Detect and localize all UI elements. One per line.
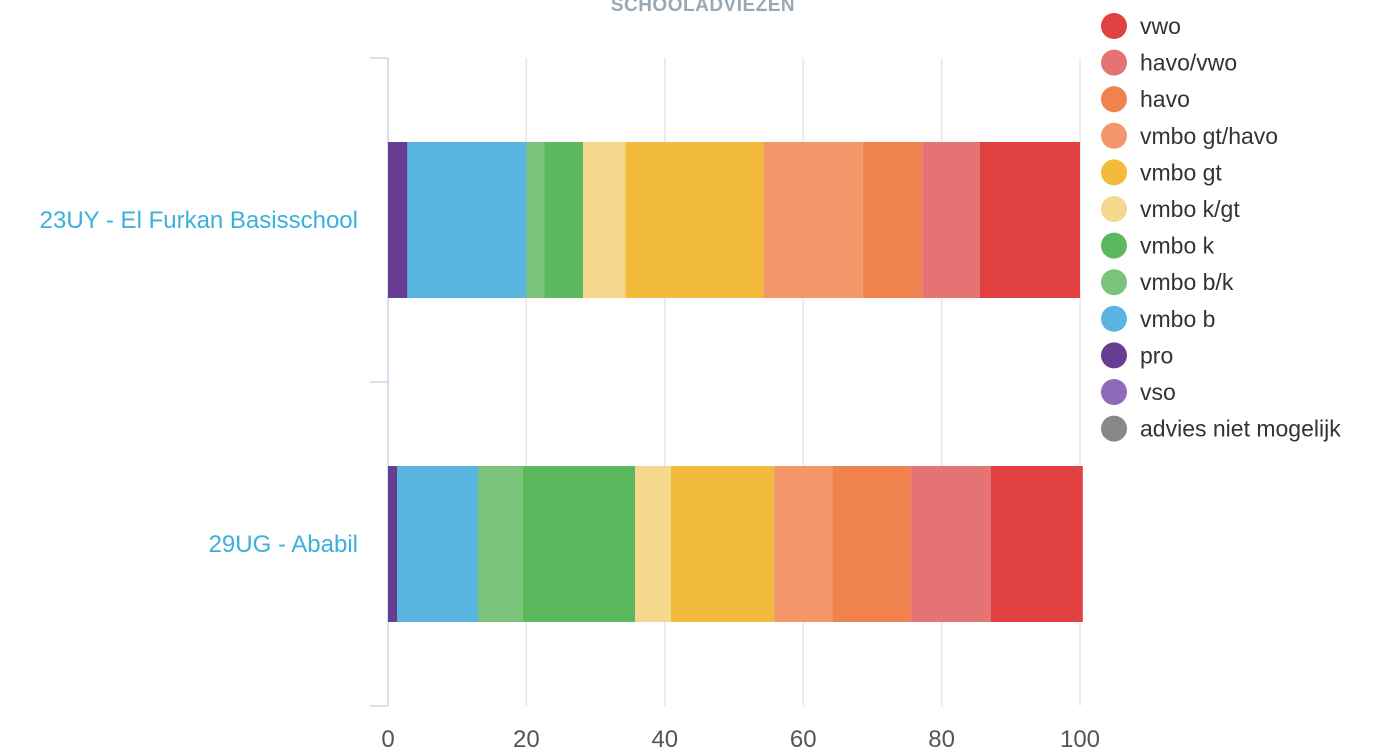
legend-label: vmbo b/k — [1140, 269, 1234, 295]
bar-segment — [671, 466, 775, 622]
bar-segment — [922, 142, 980, 298]
bar-segment — [407, 142, 527, 298]
legend-marker — [1101, 86, 1127, 113]
x-tick-label: 0 — [381, 726, 394, 752]
legend-marker — [1101, 415, 1127, 442]
bar-segment — [583, 142, 626, 298]
bar-segment — [979, 142, 1080, 298]
legend: vwo havo/vwo havo vmbo gt/havo vmbo gt vmbo k… — [1101, 13, 1341, 442]
x-tick-label: 40 — [651, 726, 678, 752]
legend-label: havo — [1140, 86, 1190, 112]
x-tick-labels: 0 20 40 60 80 100 — [381, 726, 1100, 752]
bar-segment — [763, 142, 863, 298]
legend-label: advies niet mogelijk — [1140, 416, 1341, 442]
bar-segment — [832, 466, 912, 622]
bar-segment — [911, 466, 991, 622]
bar-segment — [862, 142, 923, 298]
bar-segment — [544, 142, 584, 298]
bar-segment — [625, 142, 764, 298]
legend-marker — [1101, 305, 1127, 332]
legend-marker — [1101, 269, 1127, 296]
legend-marker — [1101, 342, 1127, 369]
bar-segment — [522, 466, 636, 622]
legend-label: vmbo k — [1140, 233, 1215, 259]
legend-label: vmbo gt — [1140, 159, 1222, 185]
bar-segment — [388, 466, 397, 622]
legend-label: vmbo gt/havo — [1140, 123, 1278, 149]
legend-label: havo/vwo — [1140, 50, 1237, 76]
legend-label: vmbo k/gt — [1140, 196, 1240, 222]
category-label: 23UY - El Furkan Basisschool — [40, 207, 358, 234]
legend-label: vmbo b — [1140, 306, 1215, 332]
bar-segment — [396, 466, 478, 622]
legend-marker — [1101, 13, 1127, 39]
category-labels: 23UY - El Furkan Basisschool 29UG - Ababi… — [40, 207, 358, 558]
bar-segment — [774, 466, 833, 622]
legend-label: vso — [1140, 379, 1176, 405]
chart-title: SCHOOLADVIEZEN — [611, 0, 795, 16]
legend-marker — [1101, 379, 1127, 405]
x-tick-label: 60 — [790, 726, 817, 752]
legend-marker — [1101, 122, 1127, 149]
x-tick-label: 100 — [1060, 726, 1100, 752]
bar-segment — [477, 466, 523, 622]
bars — [388, 142, 1083, 622]
x-tick-label: 80 — [928, 726, 955, 752]
legend-marker — [1101, 232, 1127, 259]
bar-segment — [635, 466, 672, 622]
bar-segment — [388, 142, 408, 298]
legend-marker — [1101, 196, 1127, 222]
category-label: 29UG - Ababil — [209, 531, 358, 558]
x-tick-label: 20 — [513, 726, 540, 752]
bar-segment — [526, 142, 545, 298]
bar-segment — [990, 466, 1083, 622]
category-axis — [370, 57, 389, 707]
legend-marker — [1101, 159, 1127, 186]
legend-label: pro — [1140, 342, 1173, 368]
legend-label: vwo — [1140, 13, 1181, 39]
legend-marker — [1101, 49, 1127, 76]
